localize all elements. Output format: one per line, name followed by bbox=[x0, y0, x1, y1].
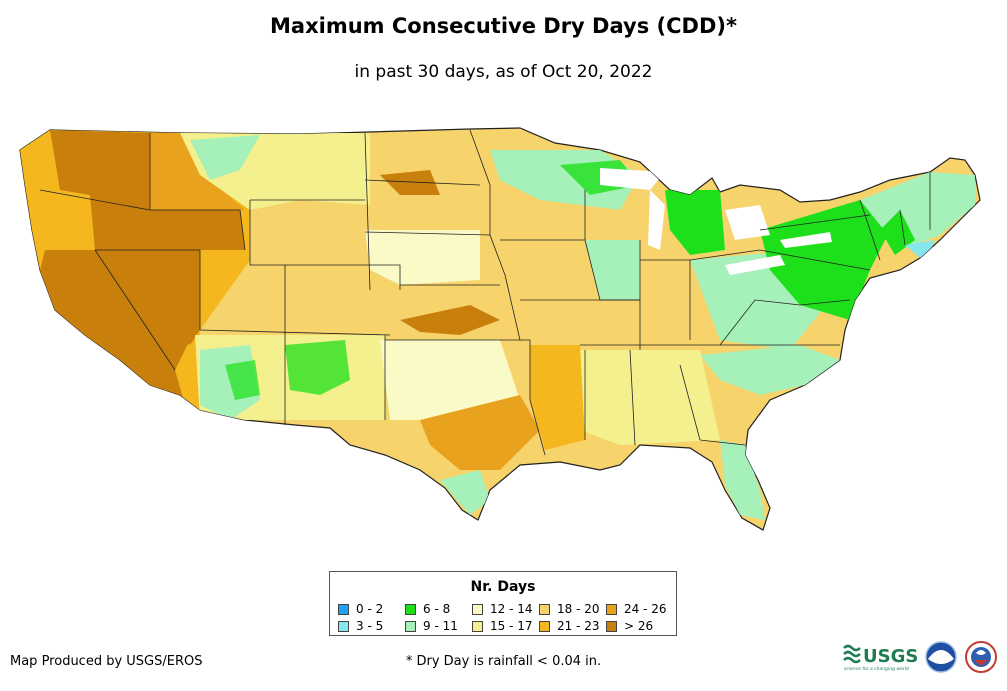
legend-box: Nr. Days 0 - 2 6 - 8 12 - 14 18 - 20 24 … bbox=[329, 571, 677, 636]
legend-item: 9 - 11 bbox=[405, 619, 472, 633]
legend-label: 15 - 17 bbox=[490, 619, 533, 633]
legend-label: > 26 bbox=[624, 619, 654, 633]
legend-swatch bbox=[606, 603, 617, 615]
legend-label: 6 - 8 bbox=[423, 602, 451, 616]
legend-swatch bbox=[405, 620, 416, 632]
legend-swatch bbox=[472, 620, 483, 632]
legend-label: 24 - 26 bbox=[624, 602, 667, 616]
legend-grid: 0 - 2 6 - 8 12 - 14 18 - 20 24 - 26 3 - … bbox=[338, 602, 673, 633]
legend-label: 3 - 5 bbox=[356, 619, 384, 633]
cdd-regions bbox=[20, 130, 975, 520]
legend-item: 15 - 17 bbox=[472, 619, 539, 633]
noaa-logo bbox=[925, 641, 957, 673]
legend-label: 21 - 23 bbox=[557, 619, 600, 633]
legend-label: 9 - 11 bbox=[423, 619, 458, 633]
legend-swatch bbox=[338, 603, 349, 615]
usgs-tagline: science for a changing world bbox=[844, 666, 909, 672]
usgs-logo: USGS science for a changing world bbox=[843, 644, 918, 672]
legend-swatch bbox=[472, 603, 483, 615]
state-boundaries bbox=[39, 129, 931, 456]
legend-label: 0 - 2 bbox=[356, 602, 384, 616]
usgs-wordmark: USGS bbox=[863, 646, 918, 667]
legend-item: 3 - 5 bbox=[338, 619, 405, 633]
legend-item: 24 - 26 bbox=[606, 602, 673, 616]
legend-label: 12 - 14 bbox=[490, 602, 533, 616]
legend-swatch bbox=[606, 620, 617, 632]
dry-day-footnote: * Dry Day is rainfall < 0.04 in. bbox=[405, 654, 602, 669]
legend-label: 18 - 20 bbox=[557, 602, 600, 616]
legend-swatch bbox=[405, 603, 416, 615]
legend-title: Nr. Days bbox=[470, 579, 536, 595]
nws-logo bbox=[965, 641, 997, 673]
legend-swatch bbox=[539, 603, 550, 615]
map-title: Maximum Consecutive Dry Days (CDD)* bbox=[270, 14, 737, 38]
legend-swatch bbox=[338, 620, 349, 632]
agency-logos: USGS science for a changing world bbox=[843, 641, 997, 673]
legend-item: 12 - 14 bbox=[472, 602, 539, 616]
legend-item: > 26 bbox=[606, 619, 673, 633]
legend-item: 21 - 23 bbox=[539, 619, 606, 633]
legend-item: 0 - 2 bbox=[338, 602, 405, 616]
conus-cdd-map bbox=[19, 127, 981, 531]
legend-item: 6 - 8 bbox=[405, 602, 472, 616]
legend-swatch bbox=[539, 620, 550, 632]
legend-item: 18 - 20 bbox=[539, 602, 606, 616]
map-credit: Map Produced by USGS/EROS bbox=[10, 654, 203, 669]
map-subtitle: in past 30 days, as of Oct 20, 2022 bbox=[354, 62, 653, 82]
